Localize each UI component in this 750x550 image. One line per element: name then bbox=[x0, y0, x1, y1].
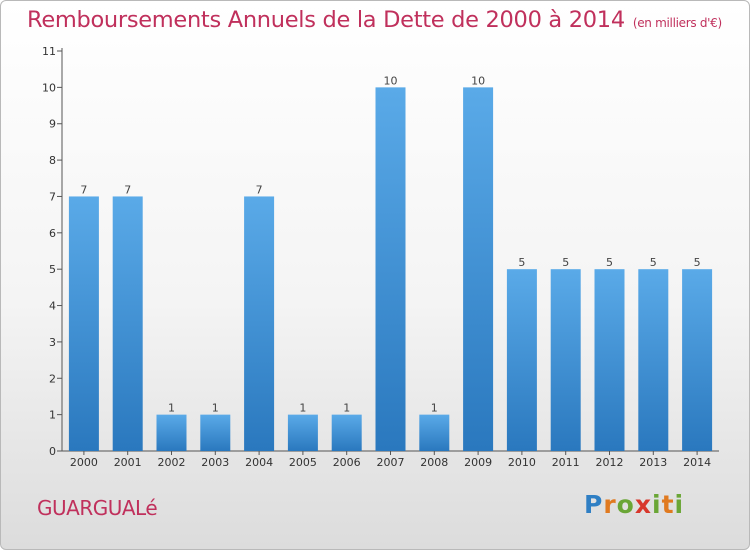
bar bbox=[594, 269, 625, 451]
bar bbox=[419, 414, 450, 451]
commune-name: GUARGUALé bbox=[37, 496, 158, 520]
x-tick-label: 2009 bbox=[464, 456, 492, 469]
proxiti-logo: Proxiti bbox=[584, 490, 685, 519]
y-tick-label: 9 bbox=[49, 118, 56, 131]
y-tick-label: 8 bbox=[49, 154, 56, 167]
x-tick-label: 2004 bbox=[245, 456, 273, 469]
bar-value-label: 1 bbox=[212, 402, 219, 415]
x-tick-label: 2011 bbox=[552, 456, 580, 469]
x-tick-label: 2005 bbox=[289, 456, 317, 469]
bar-value-label: 5 bbox=[562, 256, 569, 269]
bar-value-label: 10 bbox=[471, 74, 485, 87]
bar bbox=[331, 414, 362, 451]
y-tick-label: 7 bbox=[49, 190, 56, 203]
bar-value-label: 10 bbox=[384, 74, 398, 87]
bar bbox=[375, 87, 406, 451]
bar bbox=[506, 269, 537, 451]
bar-value-label: 1 bbox=[168, 402, 175, 415]
y-tick-label: 6 bbox=[49, 227, 56, 240]
y-tick-label: 0 bbox=[49, 445, 56, 458]
bar bbox=[156, 414, 187, 451]
x-tick-label: 2014 bbox=[683, 456, 711, 469]
chart-labels: 7 7 1 1 7 1 1 10 1 10 5 5 5 5 5 bbox=[80, 74, 700, 414]
bar-value-label: 7 bbox=[80, 183, 87, 196]
x-tick-label: 2001 bbox=[114, 456, 142, 469]
y-tick-label: 4 bbox=[49, 300, 56, 313]
bar bbox=[287, 414, 318, 451]
bar bbox=[112, 196, 143, 451]
y-tick-label: 10 bbox=[42, 81, 56, 94]
bar-value-label: 5 bbox=[606, 256, 613, 269]
bar bbox=[68, 196, 99, 451]
bar bbox=[244, 196, 275, 451]
y-tick-label: 5 bbox=[49, 263, 56, 276]
bar-value-label: 5 bbox=[518, 256, 525, 269]
y-tick-label: 11 bbox=[42, 45, 56, 58]
bar bbox=[550, 269, 581, 451]
bar-value-label: 1 bbox=[343, 402, 350, 415]
x-tick-label: 2012 bbox=[596, 456, 624, 469]
y-tick-label: 2 bbox=[49, 372, 56, 385]
bar-value-label: 7 bbox=[256, 183, 263, 196]
bar bbox=[200, 414, 231, 451]
chart-title: Remboursements Annuels de la Dette de 20… bbox=[27, 7, 722, 33]
x-tick-label: 2000 bbox=[70, 456, 98, 469]
x-tick-label: 2006 bbox=[333, 456, 361, 469]
x-tick-label: 2010 bbox=[508, 456, 536, 469]
bar-value-label: 5 bbox=[650, 256, 657, 269]
bar bbox=[463, 87, 494, 451]
chart-subtitle: (en milliers d'€) bbox=[632, 16, 722, 30]
chart-bars bbox=[68, 87, 713, 451]
bar bbox=[638, 269, 669, 451]
x-tick-label: 2003 bbox=[201, 456, 229, 469]
x-tick-label: 2007 bbox=[377, 456, 405, 469]
bar-value-label: 5 bbox=[694, 256, 701, 269]
bar-value-label: 1 bbox=[431, 402, 438, 415]
y-tick-label: 1 bbox=[49, 409, 56, 422]
bar-value-label: 1 bbox=[299, 402, 306, 415]
bar-value-label: 7 bbox=[124, 183, 131, 196]
y-tick-label: 3 bbox=[49, 336, 56, 349]
x-tick-label: 2013 bbox=[639, 456, 667, 469]
bar bbox=[682, 269, 713, 451]
x-tick-label: 2002 bbox=[158, 456, 186, 469]
chart-title-text: Remboursements Annuels de la Dette de 20… bbox=[27, 7, 625, 33]
x-tick-label: 2008 bbox=[420, 456, 448, 469]
